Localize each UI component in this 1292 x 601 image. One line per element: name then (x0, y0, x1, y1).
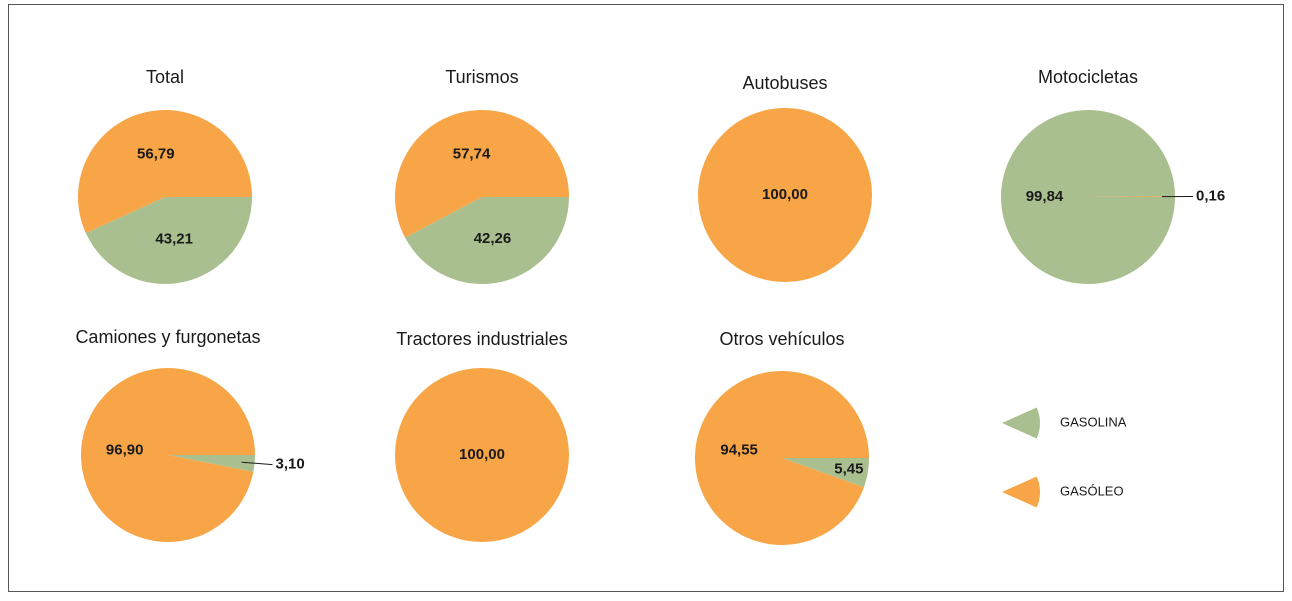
value-label: 100,00 (459, 446, 505, 463)
pie-slice (395, 368, 569, 542)
value-label: 99,84 (1026, 188, 1064, 205)
value-label: 94,55 (720, 442, 758, 459)
value-label: 42,26 (474, 230, 512, 247)
pie-title: Turismos (445, 67, 518, 87)
value-label: 56,79 (137, 145, 175, 162)
pie-title: Autobuses (742, 73, 827, 93)
pie-slice (395, 109, 569, 238)
pie-slice (694, 370, 869, 545)
pie-slice (1088, 196, 1175, 197)
frame (8, 4, 1284, 592)
value-label: 3,10 (276, 456, 305, 473)
legend-swatch (1002, 407, 1040, 439)
value-label: 57,74 (453, 146, 491, 163)
pie-title: Total (146, 67, 184, 87)
pie-title: Tractores industriales (396, 329, 567, 349)
leader-line (241, 461, 273, 466)
value-label: 100,00 (762, 186, 808, 203)
pie-title: Otros vehículos (719, 329, 844, 349)
pie-slice (77, 109, 252, 234)
pie-title: Camiones y furgonetas (75, 327, 260, 347)
value-label: 5,45 (834, 461, 863, 478)
pie-slice (698, 108, 872, 282)
value-label: 43,21 (155, 230, 193, 247)
legend-label: GASÓLEO (1060, 483, 1124, 498)
legend-swatch (1002, 476, 1040, 508)
legend-label: GASOLINA (1060, 414, 1127, 429)
pie-title: Motocicletas (1038, 67, 1138, 87)
value-label: 0,16 (1196, 187, 1225, 204)
value-label: 96,90 (106, 442, 144, 459)
pie-slice (85, 197, 252, 284)
pie-slice (405, 197, 569, 284)
pie-slice (81, 367, 255, 542)
pie-slice (1000, 110, 1175, 285)
pie-slice (782, 458, 869, 488)
pie-slice (168, 455, 255, 472)
